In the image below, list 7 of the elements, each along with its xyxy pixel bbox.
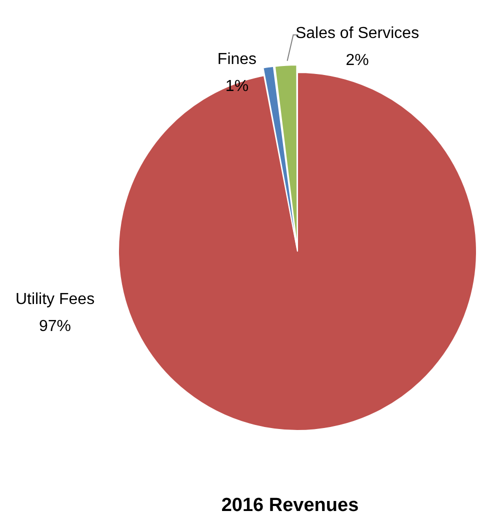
data-label: 97% bbox=[38, 318, 72, 335]
text: 2016 Revenues bbox=[221, 495, 359, 516]
slice-label: Fines bbox=[217, 50, 257, 68]
data-label: 1% bbox=[225, 78, 249, 95]
slice-label: Sales of Services bbox=[295, 24, 420, 42]
data-label: 2% bbox=[346, 52, 369, 69]
slice-label: Utility Fees bbox=[15, 290, 95, 308]
